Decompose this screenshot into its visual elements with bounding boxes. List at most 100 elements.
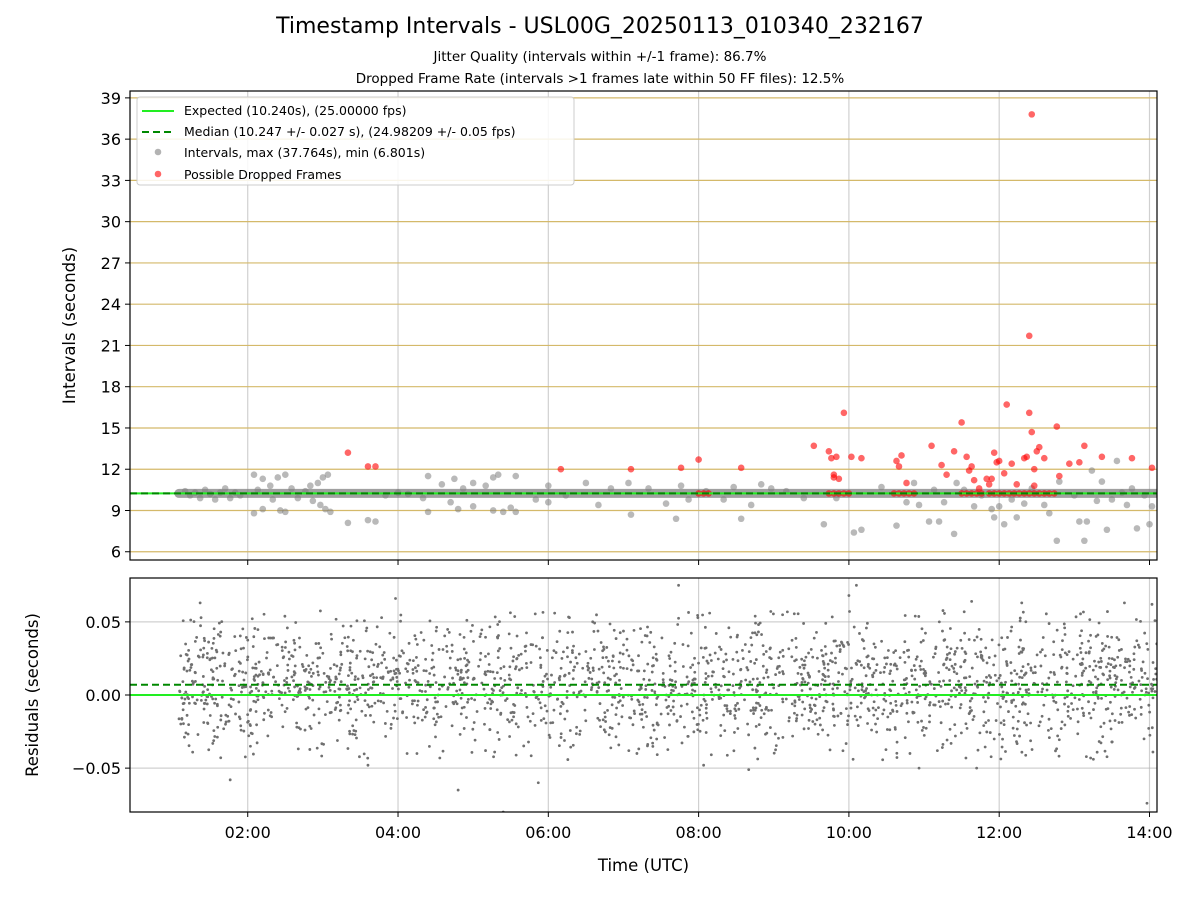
residual-point <box>1007 710 1010 713</box>
residual-point <box>499 711 503 715</box>
residual-point <box>880 639 883 643</box>
residual-point <box>413 679 417 682</box>
residual-point <box>471 623 474 627</box>
residual-point <box>438 756 442 760</box>
interval-point <box>507 504 515 512</box>
residual-point <box>393 672 397 676</box>
residual-point <box>1108 669 1112 673</box>
residual-point <box>756 677 759 681</box>
residual-point <box>259 669 263 673</box>
interval-point <box>276 507 284 514</box>
residual-point <box>672 699 675 703</box>
residual-point <box>617 660 621 664</box>
residual-point <box>853 686 857 690</box>
residual-point <box>653 690 657 694</box>
residual-point <box>488 697 492 701</box>
residual-point <box>937 620 941 624</box>
residual-point <box>907 690 911 694</box>
residual-point <box>370 658 374 662</box>
residual-point <box>648 641 652 644</box>
residual-point <box>989 676 993 679</box>
residual-point <box>392 716 395 720</box>
residual-point <box>838 644 842 647</box>
residual-point <box>831 660 834 664</box>
dropped-frame-point <box>898 452 905 459</box>
interval-point <box>582 479 590 487</box>
residual-point <box>1009 629 1013 633</box>
residual-point <box>1094 664 1098 668</box>
residual-point <box>578 729 582 733</box>
residual-point <box>846 640 849 644</box>
residual-point <box>889 669 892 673</box>
residual-point <box>647 678 651 682</box>
residual-point <box>1080 706 1084 710</box>
residual-point <box>263 711 266 715</box>
residual-point <box>751 677 755 681</box>
residual-point <box>555 640 559 643</box>
residual-point <box>800 713 804 717</box>
residual-point <box>1063 633 1067 636</box>
residual-point <box>348 668 352 672</box>
y-tick-label-top: 27 <box>101 254 121 273</box>
residual-point <box>353 733 357 737</box>
residual-point <box>669 709 673 712</box>
residual-point <box>1080 673 1084 677</box>
residual-point <box>856 659 860 663</box>
residual-point <box>581 666 585 670</box>
dropped-frame-point <box>1030 482 1038 490</box>
residual-point <box>973 682 977 686</box>
residual-point <box>293 648 297 652</box>
y-tick-label-top: 24 <box>101 295 121 314</box>
residual-point <box>559 704 563 708</box>
residual-point <box>833 639 837 643</box>
residual-point <box>392 656 396 660</box>
residual-point <box>741 657 745 660</box>
residual-point <box>462 727 466 730</box>
residual-point <box>849 701 853 705</box>
residual-point <box>1062 622 1066 626</box>
residual-point <box>307 671 311 674</box>
residual-point <box>545 672 548 676</box>
residual-point <box>836 714 840 718</box>
residual-point <box>527 740 530 744</box>
residual-point <box>1127 710 1131 714</box>
residual-point <box>698 713 702 717</box>
residual-point <box>655 721 659 725</box>
dropped-frame-point <box>983 475 990 483</box>
residual-point <box>1123 666 1126 670</box>
residual-point <box>1078 634 1082 638</box>
residual-point <box>604 720 607 723</box>
residual-point <box>450 724 454 728</box>
dropped-frame-point <box>1030 465 1038 473</box>
residual-point <box>415 752 419 755</box>
residual-point <box>1120 648 1123 651</box>
residual-point <box>543 704 547 708</box>
residual-point <box>1153 690 1157 693</box>
residual-point <box>1021 665 1025 668</box>
residual-point <box>1143 631 1147 635</box>
residual-point <box>593 621 597 625</box>
residual-point <box>923 697 927 701</box>
residual-point <box>293 685 297 689</box>
residual-point <box>894 703 898 707</box>
residual-point <box>1133 645 1137 649</box>
residual-point <box>1137 679 1141 683</box>
residual-point <box>905 699 909 702</box>
residual-point <box>808 703 812 707</box>
residual-point <box>970 709 973 712</box>
residual-point <box>1004 680 1007 684</box>
residual-point <box>955 688 959 692</box>
residual-point <box>619 666 622 669</box>
residual-point <box>237 715 241 719</box>
residual-point <box>792 612 796 616</box>
residual-point <box>557 676 561 680</box>
residual-point <box>691 688 694 692</box>
residual-point <box>822 688 826 691</box>
y-tick-label-top: 15 <box>101 419 121 438</box>
residual-point <box>891 679 895 683</box>
residual-point <box>338 668 342 672</box>
interval-point <box>685 496 692 503</box>
residual-point <box>822 673 826 677</box>
residual-point <box>1138 646 1141 649</box>
residual-point <box>819 682 823 686</box>
